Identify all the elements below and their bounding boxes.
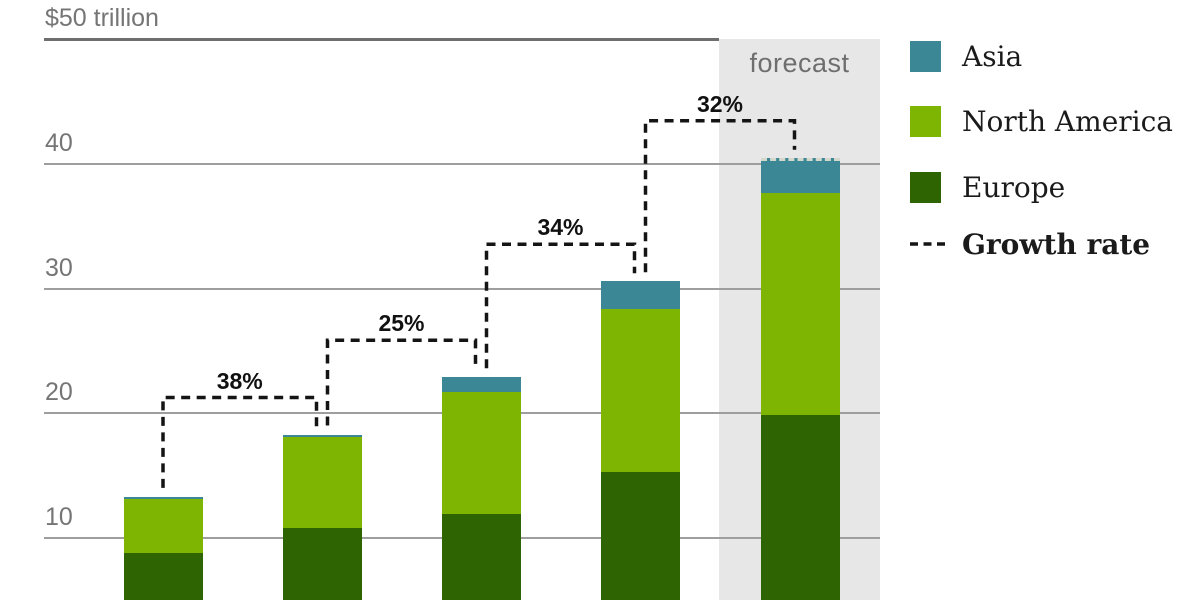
bar-1-segment-europe bbox=[123, 552, 203, 600]
legend-item-north-america: North America bbox=[910, 104, 1173, 138]
y-axis-label-40: 40 bbox=[45, 129, 73, 158]
forecast-label: forecast bbox=[749, 48, 850, 78]
bar-5-segment-north-america bbox=[760, 192, 840, 415]
growth-rate-label-34%: 34% bbox=[537, 214, 584, 241]
growth-rate-label-38%: 38% bbox=[216, 367, 263, 394]
bar-3-segment-north-america bbox=[441, 392, 521, 515]
growth-rate-label-25%: 25% bbox=[378, 310, 425, 337]
legend-item-asia: Asia bbox=[910, 39, 1023, 73]
dashed-line-icon bbox=[910, 242, 946, 246]
legend-item-growth-rate: Growth rate bbox=[910, 227, 1151, 261]
gridline-50 bbox=[44, 38, 719, 42]
asia-color-swatch bbox=[910, 40, 941, 72]
legend-label-north-america: North America bbox=[962, 104, 1173, 138]
legend-label-asia: Asia bbox=[962, 39, 1023, 73]
bar-3-segment-europe bbox=[441, 514, 521, 600]
y-axis-label-30: 30 bbox=[45, 253, 73, 282]
legend-item-europe: Europe bbox=[910, 170, 1066, 204]
legend-label-growth-rate: Growth rate bbox=[962, 227, 1151, 261]
bar-4-segment-north-america bbox=[600, 308, 680, 472]
europe-color-swatch bbox=[910, 171, 941, 203]
bar-5-segment-asia bbox=[760, 157, 840, 193]
gridline-30 bbox=[44, 287, 880, 290]
y-axis-label-50: $50 trillion bbox=[45, 4, 159, 33]
bar-2-segment-asia bbox=[282, 434, 362, 438]
bar-3-segment-asia bbox=[441, 377, 521, 393]
y-axis-label-20: 20 bbox=[45, 378, 73, 407]
bar-4-segment-europe bbox=[600, 471, 680, 600]
legend-label-europe: Europe bbox=[962, 170, 1066, 204]
bar-1-segment-north-america bbox=[123, 499, 203, 553]
north-america-color-swatch bbox=[910, 105, 941, 137]
growth-rate-label-32%: 32% bbox=[696, 90, 744, 117]
forecast-bar-dashed-edge bbox=[760, 157, 840, 161]
bar-5-segment-europe bbox=[760, 414, 840, 600]
bar-2-segment-europe bbox=[282, 528, 362, 600]
bar-1-segment-asia bbox=[123, 496, 203, 500]
bar-4-segment-asia bbox=[600, 281, 680, 309]
bar-2-segment-north-america bbox=[282, 437, 362, 529]
gridline-40 bbox=[44, 163, 880, 166]
y-axis-label-10: 10 bbox=[45, 503, 73, 532]
